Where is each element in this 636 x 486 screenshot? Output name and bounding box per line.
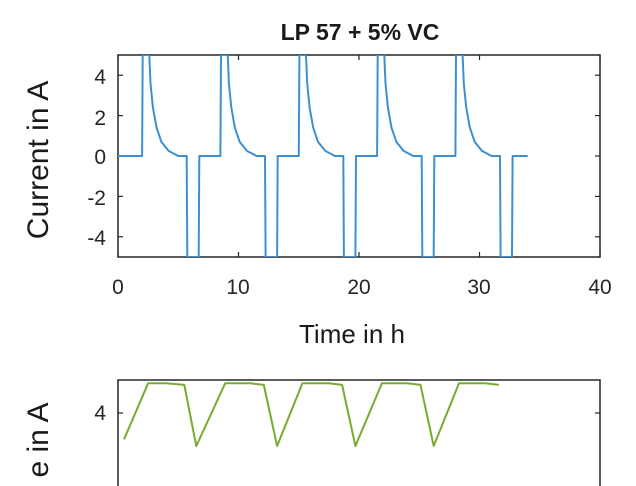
y-tick-label-0: 0 <box>94 146 106 169</box>
y-tick-label-4: 4 <box>94 66 106 89</box>
bottom-y-axis-label: e in A <box>22 402 55 477</box>
x-axis-label: Time in h <box>299 319 405 349</box>
bottom-series-line <box>123 382 499 447</box>
y-tick-label-minus-2: -2 <box>87 187 106 210</box>
y-axis-label: Current in A <box>22 81 55 239</box>
x-tick-label-30: 30 <box>467 276 490 299</box>
chart-title: LP 57 + 5% VC <box>281 19 440 45</box>
x-tick-label-10: 10 <box>226 276 249 299</box>
bottom-plot-area <box>117 379 601 486</box>
current-series-line <box>118 55 528 257</box>
x-tick-label-0: 0 <box>112 276 124 299</box>
top-x-axis-ticks <box>117 55 601 257</box>
top-y-axis-ticks <box>118 74 600 238</box>
bottom-y-tick-label-4: 4 <box>94 402 106 425</box>
y-tick-label-2: 2 <box>94 107 106 130</box>
x-tick-label-40: 40 <box>588 276 611 299</box>
y-tick-label-minus-4: -4 <box>87 227 106 250</box>
x-tick-label-20: 20 <box>347 276 370 299</box>
